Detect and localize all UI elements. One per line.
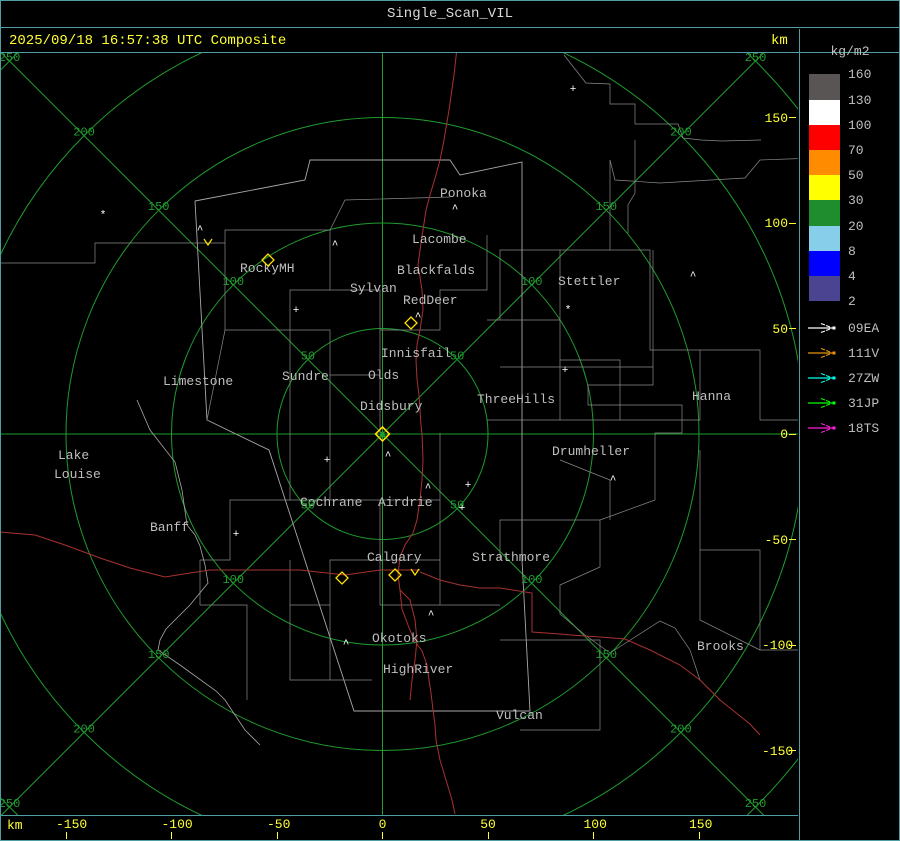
svg-text:Didsbury: Didsbury bbox=[360, 399, 423, 414]
svg-text:^: ^ bbox=[197, 225, 204, 237]
svg-text:Calgary: Calgary bbox=[367, 550, 422, 565]
svg-text:Sylvan: Sylvan bbox=[350, 281, 397, 296]
svg-text:^: ^ bbox=[343, 639, 350, 651]
svg-text:RockyMH: RockyMH bbox=[240, 261, 295, 276]
svg-text:50: 50 bbox=[301, 499, 315, 513]
svg-text:+: + bbox=[465, 480, 472, 492]
svg-text:100: 100 bbox=[222, 275, 244, 289]
svg-text:Ponoka: Ponoka bbox=[440, 186, 487, 201]
svg-text:+: + bbox=[293, 305, 300, 317]
svg-text:200: 200 bbox=[73, 126, 95, 140]
svg-text:200: 200 bbox=[670, 126, 692, 140]
svg-text:200: 200 bbox=[670, 722, 692, 736]
svg-text:^: ^ bbox=[690, 271, 697, 283]
svg-text:*: * bbox=[100, 210, 107, 222]
svg-text:150: 150 bbox=[595, 200, 617, 214]
svg-text:250: 250 bbox=[1, 53, 20, 65]
svg-text:+: + bbox=[562, 365, 569, 377]
svg-text:Brooks: Brooks bbox=[697, 639, 744, 654]
svg-text:ThreeHills: ThreeHills bbox=[477, 392, 555, 407]
svg-text:^: ^ bbox=[385, 451, 392, 463]
svg-text:100: 100 bbox=[521, 573, 543, 587]
svg-text:Drumheller: Drumheller bbox=[552, 444, 630, 459]
svg-text:Vulcan: Vulcan bbox=[496, 708, 543, 723]
svg-text:50: 50 bbox=[301, 349, 315, 363]
svg-text:Strathmore: Strathmore bbox=[472, 550, 550, 565]
svg-text:Olds: Olds bbox=[368, 368, 399, 383]
svg-text:+: + bbox=[570, 84, 577, 96]
svg-text:^: ^ bbox=[425, 483, 432, 495]
svg-text:150: 150 bbox=[148, 648, 170, 662]
svg-text:Louise: Louise bbox=[54, 467, 101, 482]
svg-text:^: ^ bbox=[452, 204, 459, 216]
svg-text:50: 50 bbox=[450, 349, 464, 363]
svg-text:Lacombe: Lacombe bbox=[412, 232, 467, 247]
svg-text:^: ^ bbox=[428, 610, 435, 622]
svg-text:Airdrie: Airdrie bbox=[378, 495, 433, 510]
svg-text:150: 150 bbox=[595, 648, 617, 662]
svg-text:RedDeer: RedDeer bbox=[403, 293, 458, 308]
svg-text:Sundre: Sundre bbox=[282, 369, 329, 384]
svg-text:^: ^ bbox=[610, 475, 617, 487]
svg-text:100: 100 bbox=[222, 573, 244, 587]
svg-text:150: 150 bbox=[148, 200, 170, 214]
svg-text:*: * bbox=[565, 305, 572, 317]
svg-text:^: ^ bbox=[415, 312, 422, 324]
svg-text:Blackfalds: Blackfalds bbox=[397, 263, 475, 278]
svg-text:Hanna: Hanna bbox=[692, 389, 731, 404]
svg-text:+: + bbox=[324, 455, 331, 467]
svg-text:^: ^ bbox=[332, 240, 339, 252]
svg-text:200: 200 bbox=[73, 722, 95, 736]
svg-text:250: 250 bbox=[1, 797, 20, 811]
svg-text:Banff: Banff bbox=[150, 520, 189, 535]
svg-text:100: 100 bbox=[521, 275, 543, 289]
svg-text:Stettler: Stettler bbox=[558, 274, 620, 289]
svg-text:Lake: Lake bbox=[58, 448, 89, 463]
svg-text:Innisfail: Innisfail bbox=[381, 346, 451, 361]
svg-text:HighRiver: HighRiver bbox=[383, 662, 453, 677]
svg-text:+: + bbox=[233, 529, 240, 541]
svg-text:+: + bbox=[459, 503, 466, 515]
svg-text:Limestone: Limestone bbox=[163, 374, 233, 389]
svg-text:Okotoks: Okotoks bbox=[372, 631, 427, 646]
